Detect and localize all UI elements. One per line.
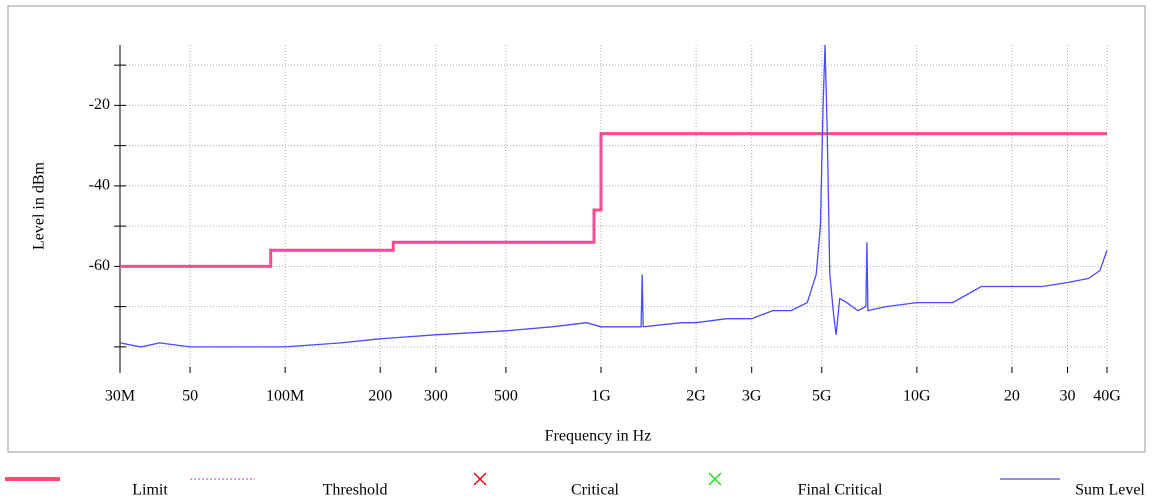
x-tick-label: 500 bbox=[494, 388, 518, 405]
x-tick-label: 40G bbox=[1093, 388, 1121, 405]
legend-label: Critical bbox=[571, 482, 620, 499]
legend-label: Limit bbox=[132, 482, 168, 499]
x-tick-label: 100M bbox=[266, 388, 304, 405]
x-tick-label: 20 bbox=[1004, 388, 1020, 405]
x-tick-label: 30M bbox=[105, 388, 135, 405]
legend-symbol bbox=[708, 472, 722, 486]
x-tick-label: 300 bbox=[424, 388, 448, 405]
x-tick-label: 3G bbox=[742, 388, 762, 405]
x-tick-label: 50 bbox=[182, 388, 198, 405]
y-axis-label: Level in dBm bbox=[31, 161, 48, 250]
series-line bbox=[120, 132, 1107, 268]
series-line bbox=[119, 44, 1108, 348]
legend-label: Threshold bbox=[323, 482, 388, 499]
x-tick-label: 5G bbox=[812, 388, 832, 405]
x-tick-label: 200 bbox=[368, 388, 392, 405]
chart-frame bbox=[7, 5, 1146, 453]
x-tick-label: 1G bbox=[591, 388, 611, 405]
x-axis-label: Frequency in Hz bbox=[545, 428, 652, 445]
legend-label: Final Critical bbox=[798, 482, 883, 499]
y-tick-label: -40 bbox=[89, 177, 110, 194]
series-line bbox=[120, 132, 1107, 268]
x-tick-label: 30 bbox=[1060, 388, 1076, 405]
legend-label: Sum Level bbox=[1075, 482, 1145, 499]
y-tick-label: -20 bbox=[89, 96, 110, 113]
x-tick-label: 2G bbox=[686, 388, 706, 405]
x-tick-label: 10G bbox=[903, 388, 931, 405]
legend-symbol bbox=[473, 472, 487, 486]
y-tick-label: -60 bbox=[89, 257, 110, 274]
